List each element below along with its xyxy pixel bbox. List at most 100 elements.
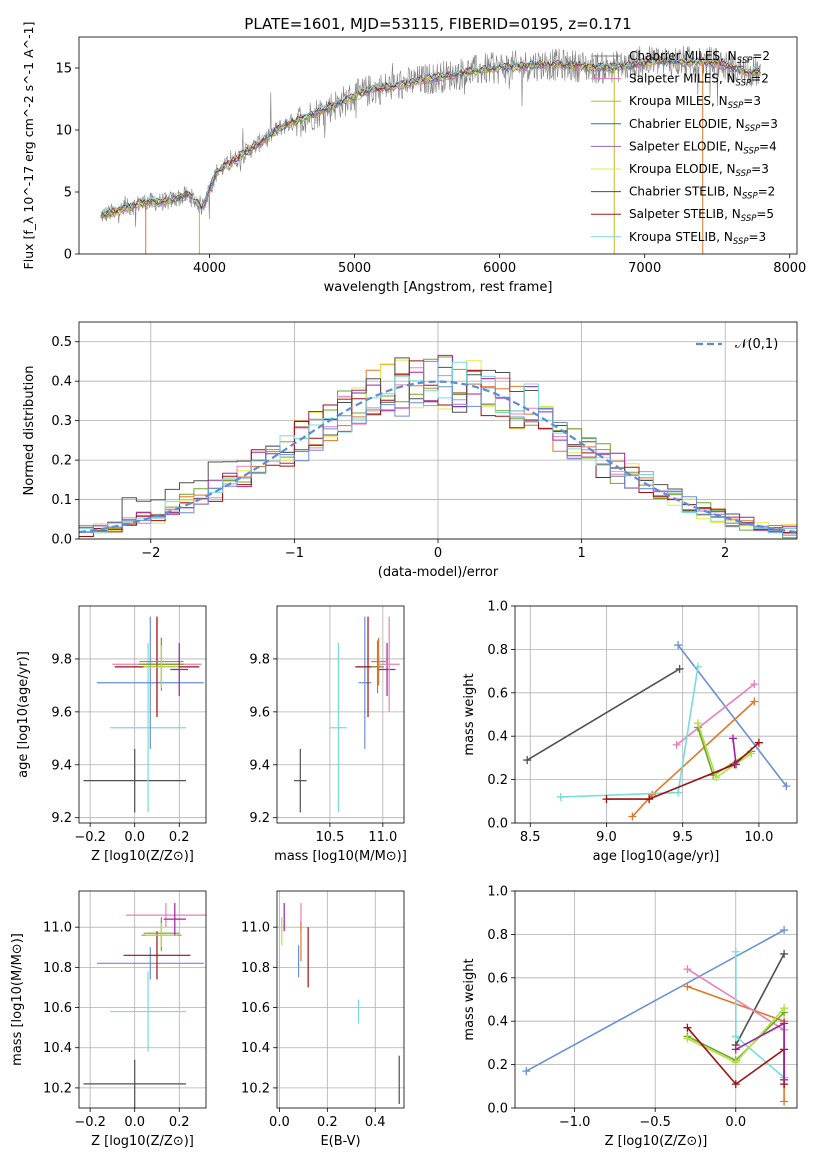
y-tick-label: 10.2 <box>43 1081 72 1096</box>
y-tick-label: 15 <box>55 62 72 77</box>
x-tick-label: 2 <box>721 546 729 561</box>
weight-marker <box>683 965 692 974</box>
legend-label: 𝒩(0,1) <box>735 337 778 352</box>
weight-series-line <box>606 742 760 800</box>
weight-marker <box>712 773 721 782</box>
y-tick-label: 9.6 <box>51 705 72 720</box>
axes-frame <box>514 890 798 1109</box>
y-tick-label: 0.2 <box>487 1058 508 1073</box>
plot-area <box>83 616 204 813</box>
weight-series-line <box>677 644 787 787</box>
axes-frame <box>78 605 207 824</box>
y-tick-label: 0.4 <box>51 375 72 390</box>
x-tick-label: 10.5 <box>315 830 344 845</box>
spectrum-panel: 4000 5000 6000 7000 8000 0 5 10 15 wavelength [An… <box>21 22 806 295</box>
axes-frame <box>514 605 798 824</box>
weight-marker <box>693 662 702 671</box>
x-axis-label: Z [log10(Z/Z⊙)] <box>91 1134 194 1149</box>
y-tick-label: 11.0 <box>43 921 72 936</box>
histogram-series <box>79 360 797 536</box>
x-tick-label: 0.0 <box>124 1115 145 1130</box>
legend-label: Salpeter MILES, NSSP=2 <box>629 72 769 89</box>
weight-marker <box>754 738 763 747</box>
plot-area <box>523 641 791 821</box>
weight-marker <box>731 1032 740 1041</box>
y-tick-label: 10.6 <box>241 1001 270 1016</box>
x-tick-label: 8000 <box>773 261 806 276</box>
x-tick-label: 7000 <box>628 261 661 276</box>
y-tick-label: 10 <box>55 124 72 139</box>
histogram-panel: −2 −1 0 1 2 0.0 0.1 0.2 0.3 0.4 0.5 (data-model)/er… <box>22 321 798 580</box>
y-tick-label: 11.0 <box>241 921 270 936</box>
y-tick-label: 9.8 <box>51 652 72 667</box>
spectrum-model-line <box>100 55 761 216</box>
weight-marker <box>683 982 692 991</box>
x-tick-label: 0 <box>434 546 442 561</box>
weight-marker <box>645 795 654 804</box>
weight-marker <box>683 1023 692 1032</box>
y-tick-label: 0.3 <box>51 414 72 429</box>
weight-marker <box>674 641 683 650</box>
y-tick-label: 9.6 <box>249 705 270 720</box>
y-tick-label: 10.8 <box>43 961 72 976</box>
weight-series-line <box>676 683 755 746</box>
x-axis-label: E(B-V) <box>320 1134 360 1149</box>
x-tick-label: −0.2 <box>74 1115 106 1130</box>
y-tick-label: 9.2 <box>249 811 270 826</box>
x-tick-label: 1 <box>577 546 585 561</box>
axes-frame <box>78 321 798 540</box>
weight-marker <box>747 749 756 758</box>
y-tick-label: 10.2 <box>241 1081 270 1096</box>
y-axis-label: Normed distribution <box>22 366 37 496</box>
y-tick-label: 10.6 <box>43 1001 72 1016</box>
weight-series-line <box>732 738 737 765</box>
y-axis-label: mass [log10(M/M⊙)] <box>10 933 25 1066</box>
legend: Chabrier MILES, NSSP=2 Salpeter MILES, NS… <box>591 49 778 247</box>
y-tick-label: 5 <box>64 186 72 201</box>
mass-vs-metallicity-panel: −0.2 0.0 0.2 10.2 10.4 10.6 10.8 11.0 Z [log10(Z… <box>10 890 207 1149</box>
y-tick-label: 0.6 <box>487 971 508 986</box>
x-tick-label: 10.0 <box>744 830 773 845</box>
y-axis-label: Flux [f_λ 10^-17 erg cm^-2 s^-1 A^-1] <box>21 22 36 270</box>
spectrum-model-line <box>100 57 761 218</box>
x-axis-label: wavelength [Angstrom, rest frame] <box>324 280 553 295</box>
axes-frame <box>276 605 405 824</box>
plot-area <box>83 903 206 1108</box>
x-axis-label: (data-model)/error <box>378 565 499 580</box>
y-tick-label: 0.0 <box>51 533 72 548</box>
spectrum-model-line <box>100 55 761 216</box>
weight-marker <box>731 947 740 956</box>
x-tick-label: −1.0 <box>559 1115 591 1130</box>
x-tick-label: −1 <box>285 546 304 561</box>
y-tick-label: 0.4 <box>487 1015 508 1030</box>
weight-marker <box>602 795 611 804</box>
weight-marker <box>750 680 759 689</box>
weight-marker <box>732 760 741 769</box>
x-tick-label: 9.0 <box>596 830 617 845</box>
weight-marker <box>693 719 702 728</box>
weight-marker <box>672 740 681 749</box>
x-tick-label: 0.2 <box>169 830 190 845</box>
y-tick-label: 0.8 <box>487 643 508 658</box>
mass-weight-vs-age-panel: 8.5 9.0 9.5 10.0 0.0 0.2 0.4 0.6 0.8 1.0 age [log1… <box>462 600 798 864</box>
age-vs-mass-panel: 10.5 11.0 9.2 9.4 9.6 9.8 mass [log10(M/M⊙)] <box>249 605 407 864</box>
x-axis-label: age [log10(age/yr)] <box>593 849 720 864</box>
legend-label: Chabrier MILES, NSSP=2 <box>629 49 770 66</box>
x-tick-label: 0.0 <box>269 1115 290 1130</box>
x-tick-label: 9.5 <box>672 830 693 845</box>
y-tick-label: 0.5 <box>51 335 72 350</box>
figure-title: PLATE=1601, MJD=53115, FIBERID=0195, z=0… <box>244 15 631 33</box>
weight-marker <box>731 1058 740 1067</box>
weight-marker <box>731 1045 740 1054</box>
y-tick-label: 0.6 <box>487 686 508 701</box>
legend-label: Kroupa ELODIE, NSSP=3 <box>629 162 769 179</box>
axes-frame <box>276 890 405 1109</box>
x-tick-label: 0.2 <box>317 1115 338 1130</box>
y-tick-label: 0.0 <box>487 817 508 832</box>
x-axis-label: mass [log10(M/M⊙)] <box>274 849 407 864</box>
weight-marker <box>675 664 684 673</box>
weight-series-line <box>525 929 785 1072</box>
plot-area <box>293 616 400 813</box>
